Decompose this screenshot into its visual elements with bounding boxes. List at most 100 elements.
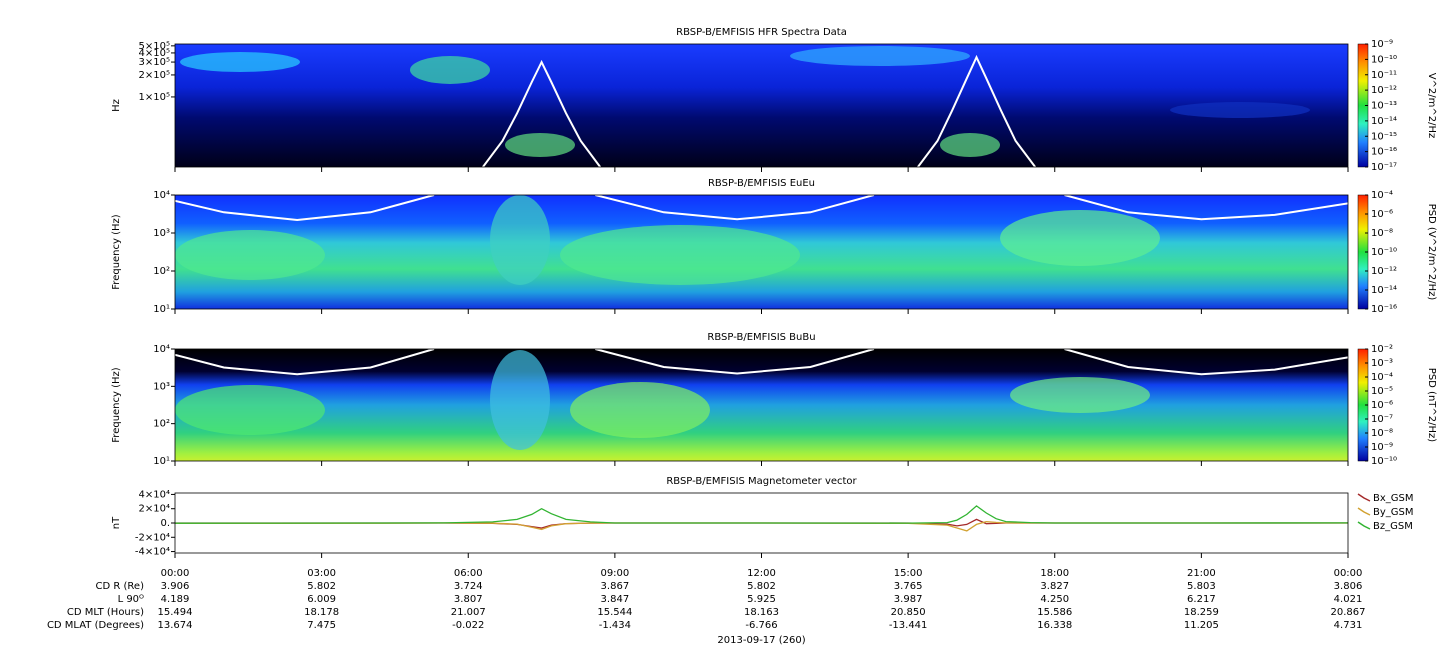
panel-title: RBSP-B/EMFISIS EuEu — [708, 178, 815, 189]
ephemeris-value: 15.544 — [597, 607, 632, 618]
ephemeris-value: 7.475 — [307, 620, 336, 631]
ephemeris-value: 3.847 — [601, 594, 630, 605]
colorbar-tick-label: 10⁻¹¹ — [1371, 70, 1397, 81]
ephemeris-value: 20.850 — [891, 607, 926, 618]
ephemeris-value: 18.163 — [744, 607, 779, 618]
panel-title: RBSP-B/EMFISIS Magnetometer vector — [666, 476, 857, 487]
colorbar-tick-label: 10⁻¹⁷ — [1371, 162, 1397, 173]
date-label: 2013-09-17 (260) — [717, 635, 805, 646]
colorbar-tick-label: 10⁻⁵ — [1371, 386, 1393, 397]
spectral-feature — [570, 382, 710, 438]
spectrogram — [175, 349, 1348, 461]
x-tick-label: 18:00 — [1040, 568, 1069, 579]
cutoff-curve — [917, 54, 1036, 167]
colorbar-tick-label: 10⁻⁸ — [1371, 228, 1393, 239]
spectral-feature — [175, 385, 325, 435]
ephemeris-value: 15.494 — [158, 607, 193, 618]
x-tick-label: 06:00 — [454, 568, 483, 579]
legend-label: By_GSM — [1373, 507, 1414, 518]
colorbar-tick-label: 10⁻¹² — [1371, 85, 1397, 96]
ephemeris-label: CD MLAT (Degrees) — [47, 620, 144, 631]
spectral-feature — [1000, 210, 1160, 266]
ephemeris-label: CD R (Re) — [96, 581, 145, 592]
ephemeris-label: CD MLT (Hours) — [67, 607, 144, 618]
ephemeris-value: 5.802 — [307, 581, 336, 592]
colorbar-label: V^2/m^2/Hz — [1426, 73, 1437, 139]
y-tick-label: -4×10⁴ — [135, 547, 170, 558]
x-tick-label: 03:00 — [307, 568, 336, 579]
spectral-feature — [490, 350, 550, 450]
spectral-feature — [180, 52, 300, 72]
colorbar-tick-label: 10⁻⁶ — [1371, 400, 1393, 411]
y-tick-label: 10² — [153, 266, 170, 277]
ephemeris-value: -13.441 — [889, 620, 928, 631]
colorbar-tick-label: 10⁻¹² — [1371, 266, 1397, 277]
colorbar-tick-label: 10⁻⁶ — [1371, 209, 1393, 220]
colorbar-tick-label: 10⁻⁸ — [1371, 428, 1393, 439]
colorbar-tick-label: 10⁻¹⁴ — [1371, 285, 1397, 296]
ephemeris-value: 3.906 — [161, 581, 190, 592]
y-tick-label: 10³ — [153, 228, 170, 239]
y-axis-label: nT — [111, 516, 122, 529]
legend-label: Bz_GSM — [1373, 521, 1413, 532]
x-tick-label: 00:00 — [1334, 568, 1363, 579]
y-tick-label: 10⁴ — [153, 190, 170, 201]
ephemeris-label: L 90ᴼ — [118, 594, 144, 605]
ephemeris-value: 6.009 — [307, 594, 336, 605]
ephemeris-value: 5.803 — [1187, 581, 1216, 592]
y-tick-label: 3×10⁵ — [139, 57, 170, 68]
spectral-feature — [560, 225, 800, 285]
y-axis-label: Frequency (Hz) — [111, 367, 122, 443]
legend-swatch — [1357, 521, 1371, 530]
series-line — [175, 505, 1348, 524]
ephemeris-value: 3.806 — [1334, 581, 1363, 592]
spectral-feature — [490, 195, 550, 285]
spectral-feature — [940, 133, 1000, 157]
ephemeris-value: 16.338 — [1037, 620, 1072, 631]
panel-title: RBSP-B/EMFISIS HFR Spectra Data — [676, 27, 847, 38]
colorbar-tick-label: 10⁻¹⁰ — [1371, 247, 1397, 258]
x-tick-label: 00:00 — [161, 568, 190, 579]
ephemeris-value: 18.259 — [1184, 607, 1219, 618]
colorbar-tick-label: 10⁻² — [1371, 344, 1393, 355]
colorbar-tick-label: 10⁻¹⁰ — [1371, 456, 1397, 467]
ephemeris-value: 20.867 — [1331, 607, 1366, 618]
y-tick-label: 4×10⁵ — [139, 48, 170, 59]
colorbar-tick-label: 10⁻¹³ — [1371, 101, 1397, 112]
colorbar-tick-label: 10⁻⁴ — [1371, 372, 1393, 383]
ephemeris-value: 3.827 — [1040, 581, 1069, 592]
ephemeris-value: -6.766 — [745, 620, 777, 631]
colorbar-tick-label: 10⁻⁴ — [1371, 190, 1393, 201]
y-axis-label: Frequency (Hz) — [111, 214, 122, 290]
spectral-feature — [1010, 377, 1150, 413]
spectrogram-layer — [175, 349, 1348, 461]
ephemeris-value: 3.724 — [454, 581, 483, 592]
y-tick-label: 10³ — [153, 381, 170, 392]
ephemeris-value: 4.189 — [161, 594, 190, 605]
y-tick-label: 10¹ — [153, 456, 170, 467]
colorbar-tick-label: 10⁻¹⁴ — [1371, 116, 1397, 127]
colorbar-tick-label: 10⁻⁷ — [1371, 414, 1393, 425]
line-layer — [175, 505, 1348, 532]
colorbar-tick-label: 10⁻⁹ — [1371, 39, 1393, 50]
spectral-feature — [1170, 102, 1310, 118]
ephemeris-value: 4.731 — [1334, 620, 1363, 631]
cutoff-curve — [175, 195, 1348, 222]
y-tick-label: 2×10⁴ — [139, 504, 170, 515]
ephemeris-value: -0.022 — [452, 620, 484, 631]
spectral-feature — [790, 46, 970, 66]
cutoff-curve — [175, 349, 1348, 376]
spectral-feature — [175, 230, 325, 280]
ephemeris-value: 3.807 — [454, 594, 483, 605]
spectrogram-layer — [175, 44, 1348, 167]
spectral-feature — [505, 133, 575, 157]
x-tick-label: 12:00 — [747, 568, 776, 579]
spectral-feature — [410, 56, 490, 84]
ephemeris-value: 4.250 — [1040, 594, 1069, 605]
colorbar-tick-label: 10⁻¹⁶ — [1371, 304, 1397, 315]
panel-title: RBSP-B/EMFISIS BuBu — [707, 332, 815, 343]
colorbar-tick-label: 10⁻¹⁶ — [1371, 147, 1397, 158]
legend-label: Bx_GSM — [1373, 493, 1414, 504]
ephemeris-value: 11.205 — [1184, 620, 1219, 631]
